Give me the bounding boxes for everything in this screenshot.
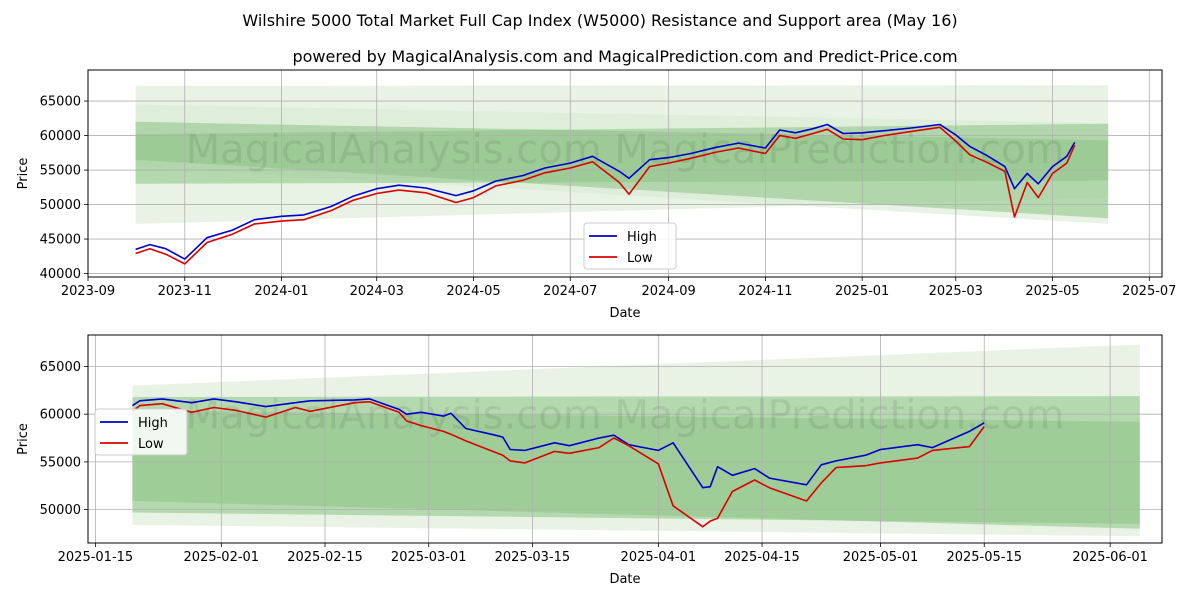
plot-frame — [87, 69, 1163, 278]
x-tick-label: 2025-03-01 — [391, 550, 467, 565]
legend: High Low — [94, 408, 188, 456]
x-tick-label: 2023-11 — [158, 284, 212, 299]
y-axis-label: Price — [16, 423, 31, 455]
x-axis-label: Date — [609, 572, 640, 587]
x-tick-label: 2024-03 — [350, 284, 404, 299]
x-tick-label: 2024-09 — [641, 284, 695, 299]
x-tick-label: 2025-03-15 — [495, 550, 571, 565]
x-tick-label: 2025-04-01 — [621, 550, 697, 565]
legend-label-low: Low — [627, 251, 653, 266]
legend-label-low: Low — [138, 437, 164, 452]
x-tick-label: 2025-01 — [835, 284, 889, 299]
legend-label-high: High — [138, 416, 168, 431]
x-tick-label: 2025-04-15 — [724, 550, 800, 565]
x-tick-label: 2024-11 — [738, 284, 792, 299]
x-tick-label: 2025-05 — [1025, 284, 1079, 299]
x-tick-label: 2025-05-15 — [946, 550, 1022, 565]
plot-frame — [87, 334, 1163, 544]
series-line-high — [131, 398, 985, 489]
watermark: MagicalAnalysis.com MagicalPrediction.co… — [186, 393, 1065, 439]
x-tick-label: 2025-07 — [1122, 284, 1176, 299]
x-tick-label: 2025-06-01 — [1072, 550, 1148, 565]
y-tick-label: 50000 — [40, 198, 81, 213]
series-line-low — [131, 401, 985, 528]
y-tick-label: 60000 — [40, 129, 81, 144]
y-axis: 40000 45000 50000 55000 60000 65000 — [40, 95, 88, 282]
series-line-low — [135, 126, 1076, 265]
x-tick-label: 2024-07 — [543, 284, 597, 299]
y-tick-label: 40000 — [40, 267, 81, 282]
support-resistance-bands — [132, 344, 1140, 537]
y-tick-label: 45000 — [40, 233, 81, 248]
y-tick-label: 65000 — [40, 95, 81, 110]
bottom-chart: MagicalAnalysis.com MagicalPrediction.co… — [16, 334, 1163, 587]
x-tick-label: 2024-01 — [254, 284, 308, 299]
grid — [87, 70, 1162, 277]
series-lines — [131, 398, 985, 528]
top-chart: MagicalAnalysis.com MagicalPrediction.co… — [16, 69, 1176, 321]
chart-title: Wilshire 5000 Total Market Full Cap Inde… — [242, 11, 957, 30]
x-tick-label: 2023-09 — [61, 284, 115, 299]
x-axis: 2025-01-15 2025-02-01 2025-02-15 2025-03-01… — [58, 543, 1148, 565]
series-lines — [135, 123, 1076, 265]
y-tick-label: 60000 — [40, 408, 81, 423]
series-line-high — [135, 123, 1076, 260]
support-resistance-bands — [135, 85, 1109, 224]
y-axis: 50000 55000 60000 65000 — [40, 360, 88, 518]
x-tick-label: 2025-01-15 — [58, 550, 134, 565]
x-tick-label: 2024-05 — [446, 284, 500, 299]
x-tick-label: 2025-03 — [929, 284, 983, 299]
y-tick-label: 55000 — [40, 164, 81, 179]
x-tick-label: 2025-02-15 — [287, 550, 363, 565]
grid — [88, 335, 1162, 543]
x-tick-label: 2025-05-01 — [843, 550, 919, 565]
watermark: MagicalAnalysis.com MagicalPrediction.co… — [186, 127, 1065, 173]
x-tick-label: 2025-02-01 — [184, 550, 260, 565]
band-inner-lower — [135, 121, 1109, 184]
y-tick-label: 50000 — [40, 503, 81, 518]
band-inner-lower — [132, 410, 1140, 524]
y-tick-label: 55000 — [40, 455, 81, 470]
y-axis-label: Price — [16, 158, 31, 190]
legend-label-high: High — [627, 230, 657, 245]
x-axis: 2023-09 2023-11 2024-01 2024-03 2024-05 2024-… — [61, 277, 1176, 299]
legend: High Low — [583, 222, 677, 270]
y-tick-label: 65000 — [40, 360, 81, 375]
x-axis-label: Date — [609, 306, 640, 321]
chart-subtitle: powered by MagicalAnalysis.com and Magic… — [292, 47, 957, 66]
